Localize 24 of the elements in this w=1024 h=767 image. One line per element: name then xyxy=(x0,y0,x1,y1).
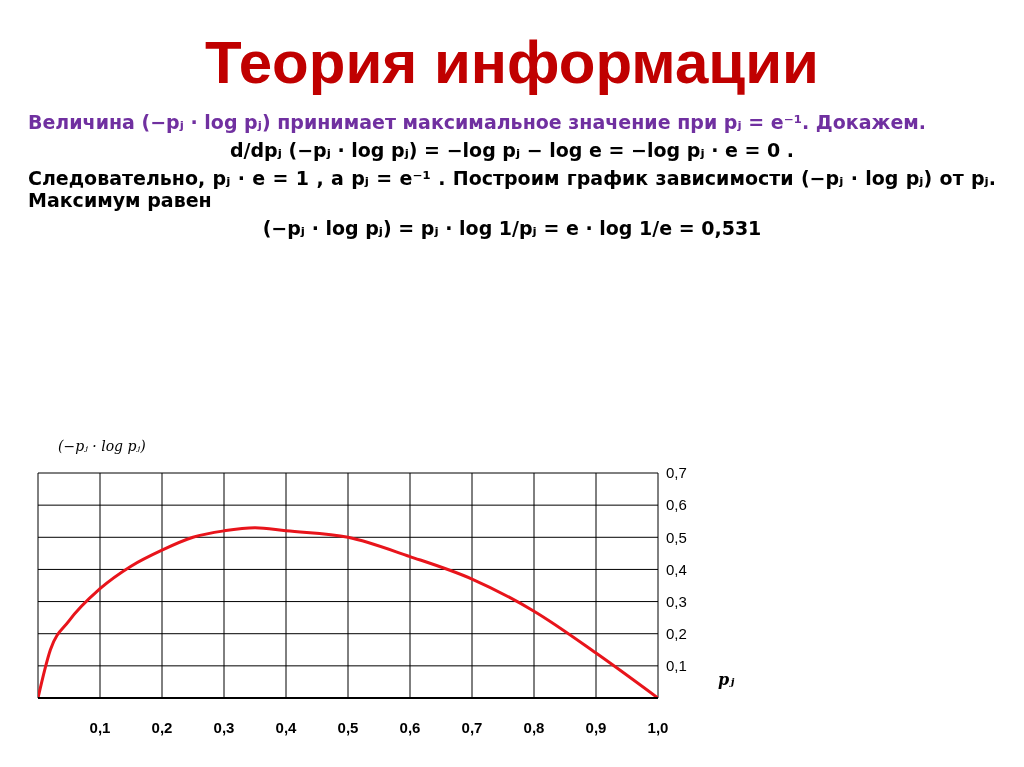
x-tick-label: 0,6 xyxy=(399,718,421,736)
y-tick-label: 0,7 xyxy=(666,464,687,482)
x-tick-label: 0,1 xyxy=(89,718,111,736)
x-tick-label: 0,9 xyxy=(585,718,607,736)
x-tick-label: 0,2 xyxy=(151,718,173,736)
x-tick-label: 0,3 xyxy=(213,718,235,736)
y-axis-title: (−pⱼ · log pⱼ) xyxy=(58,438,146,454)
x-tick-label: 0,5 xyxy=(337,718,359,736)
x-tick-label: 0,4 xyxy=(275,718,298,736)
x-axis-title: pⱼ xyxy=(718,670,735,689)
y-tick-label: 0,2 xyxy=(666,625,687,643)
y-tick-label: 0,5 xyxy=(666,528,687,546)
chart-title: Теория информации xyxy=(204,28,820,97)
y-tick-label: 0,4 xyxy=(666,560,687,578)
x-tick-label: 1,0 xyxy=(647,718,669,736)
y-tick-label: 0,3 xyxy=(666,592,687,610)
x-tick-label: 0,7 xyxy=(461,718,483,736)
text: Величина (−pⱼ · log pⱼ) принимает максимальное значение при pⱼ = e⁻¹. Докажем. xyxy=(28,111,928,133)
x-tick-label: 0,8 xyxy=(523,718,545,736)
text: d/dpⱼ (−pⱼ · log pⱼ) = −log pⱼ − log e = −log pⱼ · e = 0 . xyxy=(228,139,796,161)
y-tick-label: 0,1 xyxy=(666,657,687,675)
text: (−pⱼ · log pⱼ) = pⱼ · log 1/pⱼ = e · log 1/e = 0,531 xyxy=(261,217,763,239)
y-tick-label: 0,6 xyxy=(666,496,687,514)
text: Следовательно, pⱼ · e = 1 , а pⱼ = e⁻¹ . Построим график зависимости (−pⱼ · log pⱼ) от pⱼ. Максимум равен xyxy=(28,167,996,211)
